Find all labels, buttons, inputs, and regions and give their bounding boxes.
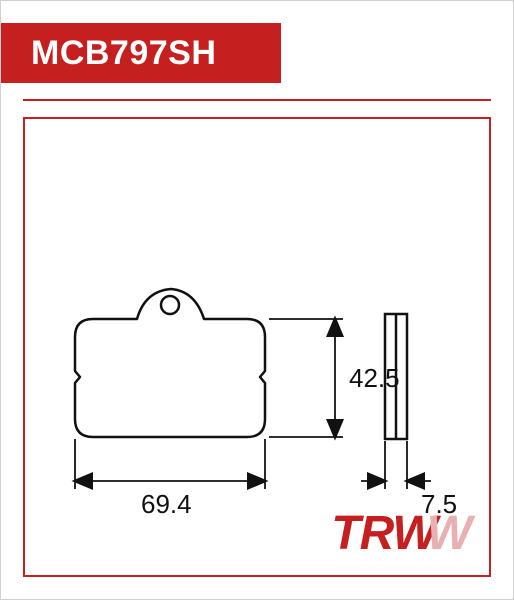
trw-logo: TRWW	[331, 506, 471, 561]
divider-line	[23, 99, 491, 101]
diagram-frame: 69.4 42.5 7.5 TRWW	[23, 117, 491, 577]
header-bar: MCB797SH	[1, 23, 281, 83]
product-card: MCB797SH	[0, 0, 514, 600]
logo-text: TRW	[331, 506, 436, 561]
part-number: MCB797SH	[31, 34, 216, 73]
height-dimension-label: 42.5	[349, 363, 400, 394]
logo-shadow: W	[427, 506, 471, 561]
width-dimension-label: 69.4	[141, 489, 192, 520]
